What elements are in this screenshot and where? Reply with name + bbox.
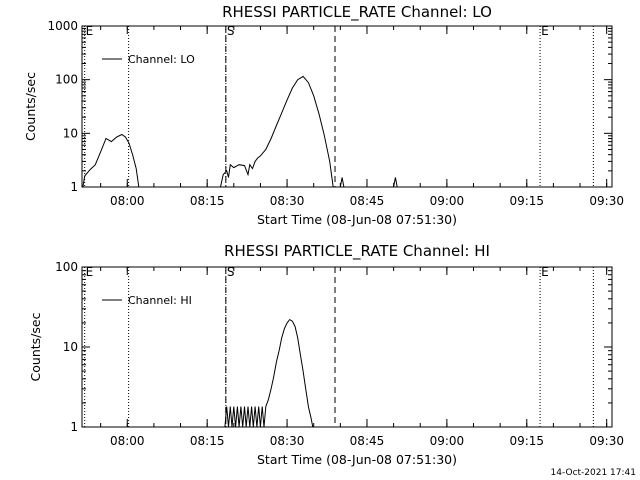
x-axis-label-1: Start Time (08-Jun-08 07:51:30) [257,452,457,467]
y-tick-label: 100 [55,73,78,87]
event-marker-label: E [541,265,549,279]
x-tick-label: 09:30 [589,434,624,448]
x-tick-label: 09:00 [430,434,465,448]
y-tick-label: 100 [55,260,78,274]
series-line [220,75,334,188]
x-tick-label: 08:00 [110,434,145,448]
y-tick-label: 10 [63,126,78,140]
chart-title-1: RHESSI PARTICLE_RATE Channel: HI [224,242,490,261]
y-tick-label: 1 [70,180,78,194]
chart-title-0: RHESSI PARTICLE_RATE Channel: LO [222,3,492,22]
series-line [224,318,314,428]
x-tick-label: 08:15 [190,194,225,208]
y-tick-label: 10 [63,340,78,354]
x-tick-label: 08:00 [110,194,145,208]
event-marker-label: S [227,265,235,279]
x-tick-label: 08:45 [350,194,385,208]
y-tick-label: 1000 [47,19,78,33]
series-line [82,133,140,188]
x-tick-label: 09:15 [509,434,544,448]
y-axis-label-0: Counts/sec [23,72,38,141]
event-marker-label: S [227,24,235,38]
footer-timestamp: 14-Oct-2021 17:41 [551,468,636,478]
x-tick-label: 09:30 [589,194,624,208]
x-tick-label: 08:15 [190,434,225,448]
x-tick-label: 08:30 [270,434,305,448]
x-axis-label-0: Start Time (08-Jun-08 07:51:30) [257,212,457,227]
y-tick-label: 1 [70,420,78,434]
x-tick-label: 09:15 [509,194,544,208]
y-axis-label-1: Counts/sec [28,312,43,381]
series-line [393,177,398,188]
x-tick-label: 08:30 [270,194,305,208]
plot-frame-1 [81,266,613,428]
event-marker-label: E [86,265,94,279]
x-tick-label: 08:45 [350,434,385,448]
series-line [339,177,345,188]
legend-label-0: Channel: LO [128,53,195,66]
event-marker-label: E [541,24,549,38]
legend-label-1: Channel: HI [128,294,192,307]
plot-frame-0 [81,25,613,188]
x-tick-label: 09:00 [430,194,465,208]
event-marker-label: E [86,24,94,38]
